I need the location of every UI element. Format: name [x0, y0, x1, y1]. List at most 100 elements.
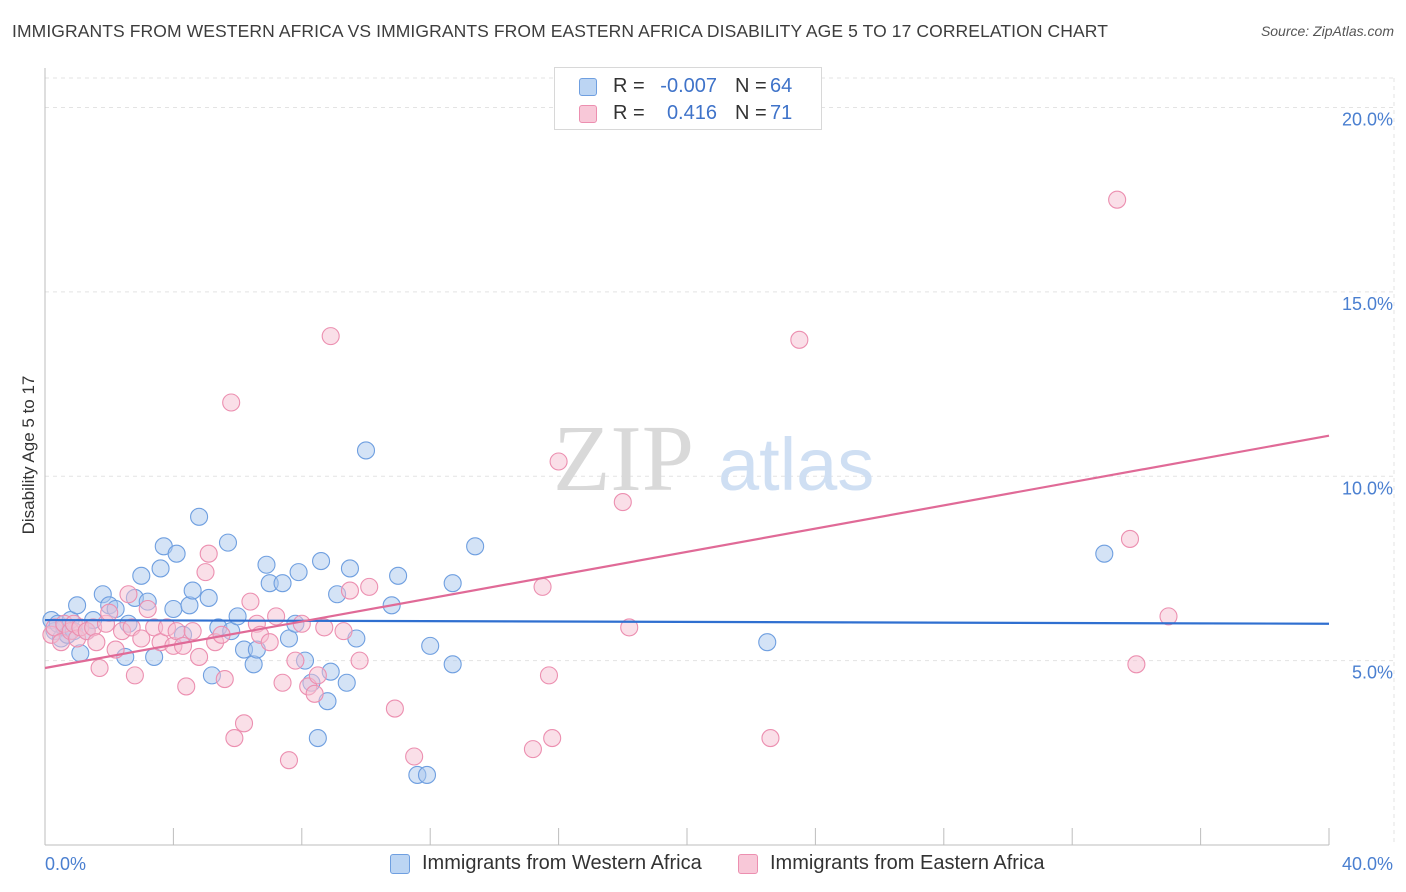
legend-r-value-western: -0.007 — [660, 75, 717, 97]
watermark-atlas: atlas — [718, 423, 874, 506]
eastern-point — [273, 673, 292, 692]
eastern-point — [279, 751, 299, 770]
eastern-point — [138, 599, 157, 619]
eastern-point — [305, 684, 324, 703]
eastern-point — [199, 544, 218, 563]
western-point — [273, 574, 292, 593]
bottom-legend-label-western: Immigrants from Western Africa — [422, 852, 702, 874]
western-point — [257, 555, 276, 574]
legend-row-eastern: R = 0.416 N = 71 — [555, 100, 823, 128]
western-point — [68, 596, 87, 615]
y-tick-label: 5.0% — [1352, 663, 1393, 683]
eastern-point — [1108, 190, 1127, 209]
eastern-point — [308, 666, 327, 685]
western-point — [164, 599, 183, 619]
western-point — [71, 644, 90, 663]
source-credit: Source: ZipAtlas.com — [1260, 23, 1394, 39]
eastern-point — [267, 607, 286, 626]
western-point — [199, 588, 218, 607]
eastern-point — [100, 603, 119, 622]
y-tick-label: 15.0% — [1342, 294, 1393, 314]
eastern-point — [613, 493, 632, 512]
western-point — [190, 507, 209, 526]
trend-lines — [44, 434, 1330, 670]
western-point — [180, 596, 199, 615]
y-tick-label: 10.0% — [1342, 478, 1393, 498]
legend-row-western: R = -0.007 N = 64 — [555, 73, 823, 101]
western-point — [421, 636, 440, 655]
eastern-point — [225, 729, 244, 748]
eastern-point — [87, 633, 106, 652]
western-point — [466, 537, 485, 556]
western-point — [417, 765, 437, 784]
y-axis-label: Disability Age 5 to 17 — [19, 376, 38, 535]
eastern-point — [119, 585, 138, 604]
eastern-point — [173, 636, 193, 655]
x-tick-label-max: 40.0% — [1342, 854, 1393, 874]
western-point — [758, 633, 777, 652]
eastern-point — [190, 647, 209, 666]
eastern-point — [183, 622, 202, 641]
legend-r-label: R = — [613, 102, 645, 124]
eastern-point — [132, 629, 151, 648]
western-point — [443, 655, 462, 674]
correlation-legend: R = -0.007 N = 64 R = 0.416 N = 71 — [554, 67, 822, 130]
eastern-point — [360, 577, 379, 596]
legend-swatch-western — [579, 78, 597, 96]
western-trend-line — [44, 618, 1330, 625]
legend-n-value-eastern: 71 — [770, 102, 793, 124]
watermark: ZIP atlas — [553, 407, 874, 511]
eastern-point — [334, 622, 353, 641]
legend-n-label: N = — [735, 102, 767, 124]
eastern-point — [539, 666, 559, 685]
legend-swatch-eastern — [579, 105, 597, 123]
eastern-point — [315, 618, 334, 637]
western-point — [151, 559, 170, 578]
eastern-point — [761, 729, 780, 748]
eastern-point — [533, 577, 552, 596]
eastern-point — [215, 670, 234, 689]
western-point — [289, 563, 308, 582]
eastern-point — [222, 393, 241, 412]
bottom-legend-swatch-western — [390, 854, 410, 874]
series-eastern-points — [42, 190, 1178, 770]
bottom-legend-label-eastern: Immigrants from Eastern Africa — [770, 852, 1045, 874]
western-point — [308, 729, 327, 748]
chart-title: IMMIGRANTS FROM WESTERN AFRICA VS IMMIGR… — [12, 21, 1108, 41]
eastern-point — [350, 651, 369, 670]
western-point — [244, 655, 263, 674]
x-tick-label-min: 0.0% — [45, 854, 86, 874]
western-point — [337, 673, 356, 692]
y-tick-label: 20.0% — [1342, 110, 1393, 130]
eastern-point — [405, 747, 424, 766]
eastern-point — [286, 651, 305, 670]
western-point — [340, 559, 360, 578]
western-point — [183, 581, 202, 600]
western-point — [167, 544, 186, 563]
western-point — [132, 566, 151, 585]
eastern-point — [292, 614, 311, 633]
legend-n-label: N = — [735, 75, 767, 97]
western-point — [1095, 544, 1114, 563]
western-point — [443, 574, 462, 593]
eastern-point — [549, 452, 568, 471]
eastern-point — [177, 677, 196, 696]
eastern-point — [234, 714, 254, 733]
eastern-point — [340, 581, 360, 600]
bottom-legend-swatch-eastern — [738, 854, 758, 874]
tick-labels: 5.0% 10.0% 15.0% 20.0% 0.0% 40.0% — [45, 110, 1393, 875]
legend-r-label: R = — [613, 75, 645, 97]
eastern-point — [543, 729, 562, 748]
western-point — [389, 566, 408, 585]
eastern-point — [1159, 607, 1178, 626]
legend-r-value-eastern: 0.416 — [666, 102, 717, 124]
eastern-trend-line — [44, 434, 1330, 670]
eastern-point — [321, 327, 340, 346]
eastern-point — [241, 592, 260, 611]
eastern-point — [196, 563, 215, 582]
eastern-point — [523, 740, 542, 759]
eastern-point — [260, 633, 279, 652]
eastern-point — [620, 618, 639, 637]
western-point — [218, 533, 238, 552]
